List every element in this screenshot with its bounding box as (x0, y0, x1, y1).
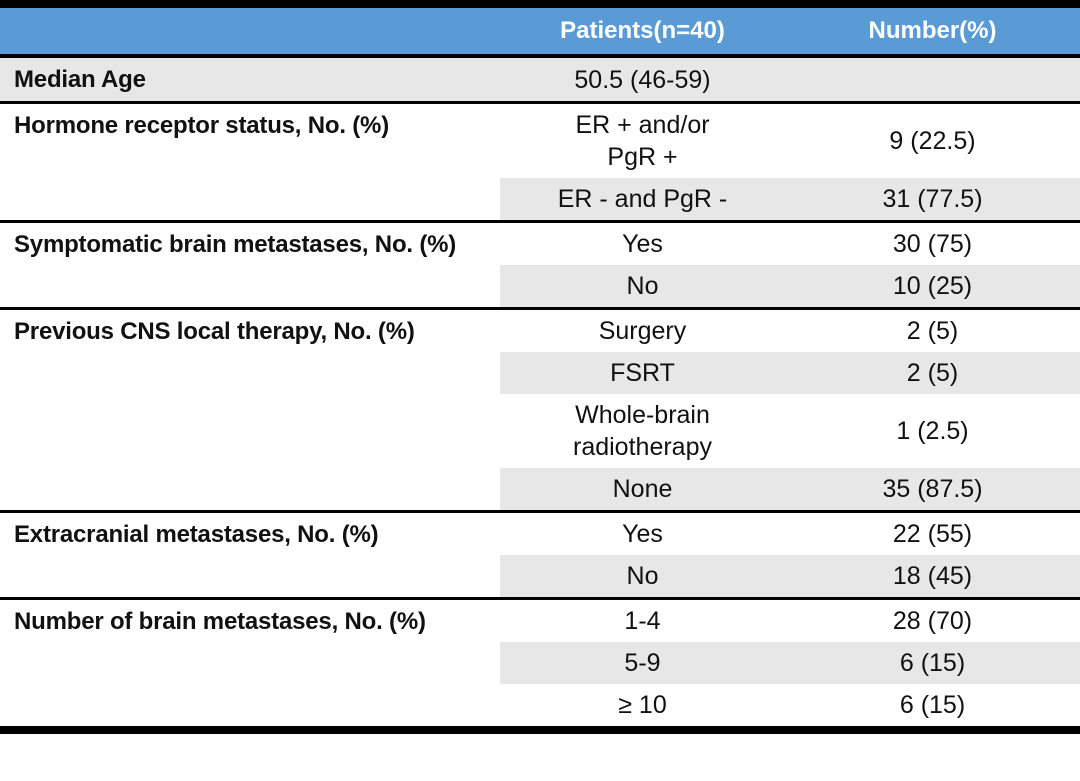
patients-value-cell: Yes (500, 220, 785, 265)
patients-value-cell: FSRT (500, 352, 785, 394)
row-group-label: Symptomatic brain metastases, No. (%) (0, 220, 500, 309)
row-group-label: Median Age (0, 54, 500, 103)
table-row: None 35 (87.5) (0, 468, 1080, 512)
table-row: Whole-brain radiotherapy 1 (2.5) (0, 394, 1080, 468)
number-percent-cell: 6 (15) (785, 642, 1080, 684)
number-percent-cell: 22 (55) (785, 510, 1080, 555)
table-row: Previous CNS local therapy, No. (%) Surge… (0, 307, 1080, 512)
number-percent-cell: 1 (2.5) (896, 417, 969, 445)
patients-value-cell: 50.5 (46-59) (500, 54, 785, 103)
header-row: Patients(n=40) Number(%) (0, 4, 1080, 58)
number-percent-cell (785, 54, 1080, 103)
table-row: FSRT 2 (5) (0, 352, 1080, 394)
number-percent-cell: 6 (15) (899, 691, 966, 719)
patients-value-cell: ER - and PgR - (500, 178, 785, 222)
patients-value-cell: No (500, 265, 785, 309)
patients-value-cell: No (500, 555, 785, 599)
table-row: ER - and PgR -31 (77.5) (0, 178, 1080, 222)
patients-value-cell: Yes (500, 510, 785, 555)
row-group-label: Previous CNS local therapy, No. (%) (0, 307, 500, 512)
table-row: No 10 (25) (0, 265, 1080, 309)
number-percent-cell: 28 (70) (785, 597, 1080, 642)
number-percent-cell: 2 (5) (785, 307, 1080, 352)
patient-characteristics-table: Patients(n=40) Number(%) Median Age 50.5 … (0, 0, 1080, 734)
number-percent-cell: 2 (5) (785, 352, 1080, 394)
patients-value-cell: None (500, 468, 785, 512)
header-patients-label: Patients(n=40) (500, 4, 785, 58)
patients-value-cell: ER + and/or PgR + (500, 101, 785, 178)
table-row: 5-9 6 (15) (0, 642, 1080, 684)
number-percent-cell: 30 (75) (785, 220, 1080, 265)
patients-value-cell: Whole-brain radiotherapy (573, 401, 712, 461)
header-number-label: Number(%) (785, 4, 1080, 58)
number-percent-cell: 9 (22.5) (785, 101, 1080, 178)
patients-value-cell: Surgery (500, 307, 785, 352)
table-row: Symptomatic brain metastases, No. (%) Yes… (0, 220, 1080, 309)
patients-value-cell: 1-4 (500, 597, 785, 642)
table-row: Hormone receptor status, No. (%) ER + and… (0, 101, 1080, 222)
number-percent-cell: 31 (77.5) (785, 178, 1080, 222)
row-group-label: Number of brain metastases, No. (%) (0, 597, 500, 730)
row-group-label: Extracranial metastases, No. (%) (0, 510, 500, 599)
table-row: No 18 (45) (0, 555, 1080, 599)
table-row: Median Age 50.5 (46-59) (0, 54, 1080, 103)
header-empty-cell (0, 4, 500, 58)
patients-value-cell: ≥ 10 (618, 691, 667, 719)
table-body: Median Age 50.5 (46-59) Hormone receptor s… (0, 54, 1080, 730)
patients-value-cell: 5-9 (500, 642, 785, 684)
row-group-label: Hormone receptor status, No. (%) (0, 101, 500, 222)
number-percent-cell: 10 (25) (785, 265, 1080, 309)
table-row: Extracranial metastases, No. (%) Yes 22 (5… (0, 510, 1080, 599)
table-row: Number of brain metastases, No. (%) 1-4 28… (0, 597, 1080, 730)
number-percent-cell: 18 (45) (785, 555, 1080, 599)
number-percent-cell: 35 (87.5) (785, 468, 1080, 512)
table-row: ≥ 10 6 (15) (0, 684, 1080, 730)
